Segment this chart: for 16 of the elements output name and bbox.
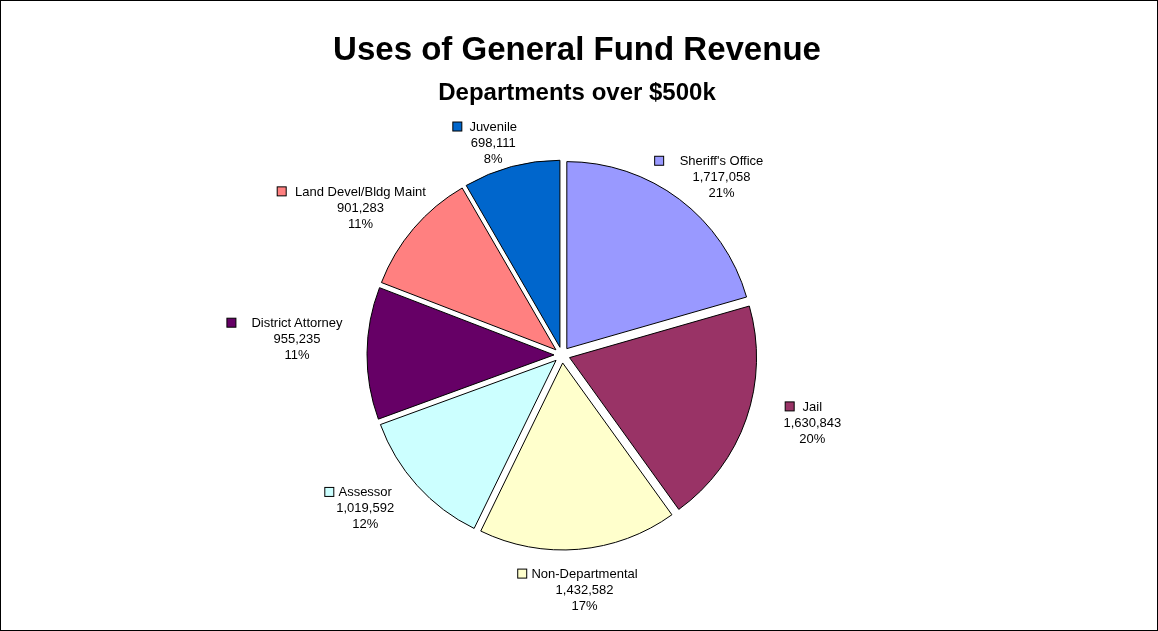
data-label: 1,717,058 21% (692, 169, 751, 201)
data-label: 901,283 11% (336, 199, 384, 231)
chart-title: Uses of General Fund Revenue (333, 30, 821, 67)
legend-label: Sheriff's Office (679, 153, 764, 169)
data-label: 1,432,582 17% (555, 582, 614, 614)
legend-label: District Attorney (251, 315, 344, 331)
data-label: 698,111 8% (470, 135, 516, 167)
data-label: 1,019,592 12% (336, 500, 395, 532)
legend-label: Assessor (338, 484, 393, 500)
legend-label: Land Devel/Bldg Maint (295, 183, 427, 199)
data-label: 955,235 11% (273, 331, 321, 363)
legend-label: Non-Departmental (531, 566, 638, 582)
chart-subtitle: Departments over $500k (438, 78, 717, 105)
legend-label: Jail (802, 398, 823, 414)
legend-label: Juvenile (469, 119, 518, 135)
data-label: 1,630,843 20% (783, 414, 842, 446)
